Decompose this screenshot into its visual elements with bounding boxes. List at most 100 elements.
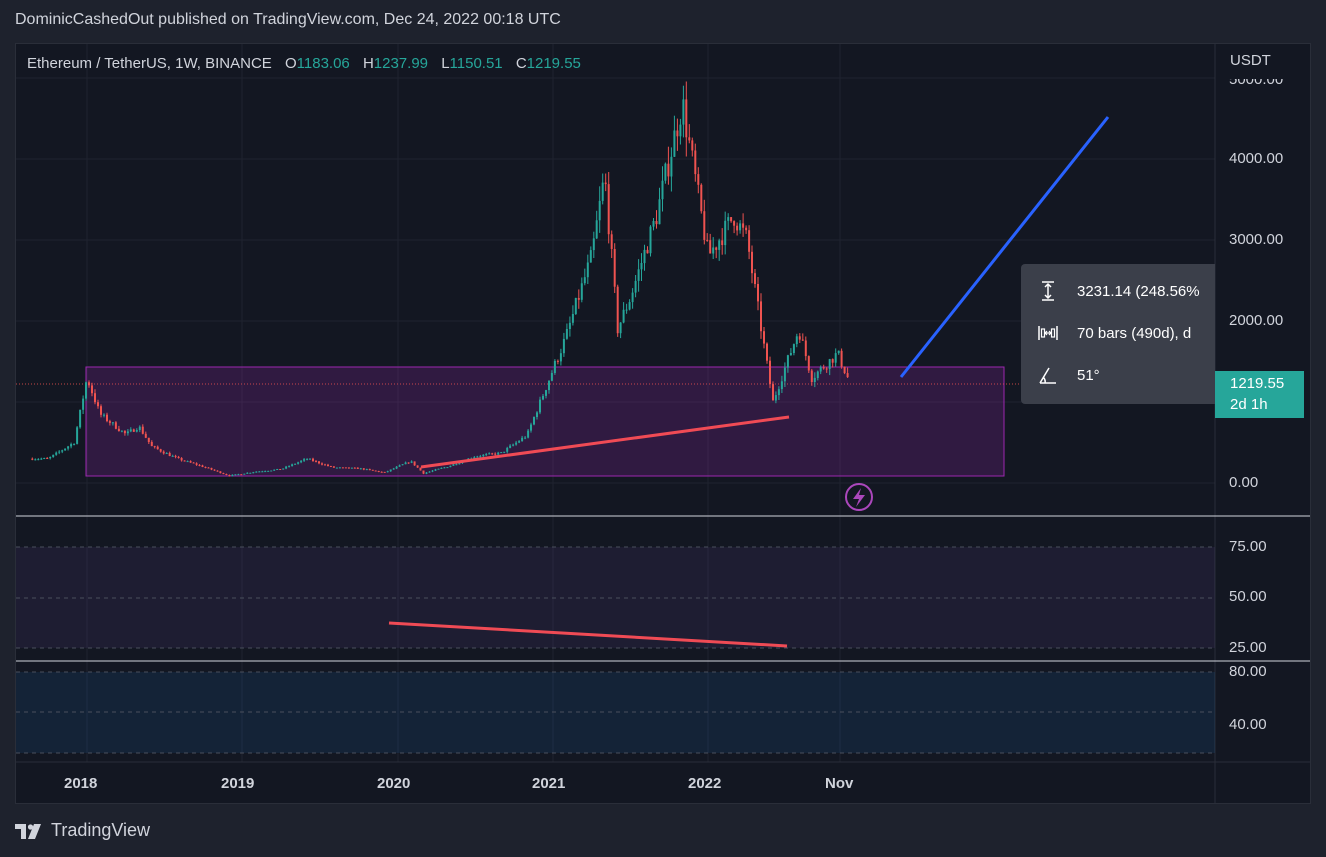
lightning-icon[interactable] — [845, 483, 873, 511]
high-value: 1237.99 — [373, 55, 429, 72]
candle-body — [428, 471, 431, 473]
candle-body — [276, 469, 279, 470]
candle-body — [37, 459, 40, 461]
candle-body — [766, 343, 768, 361]
grid-horizontal — [16, 77, 1215, 484]
candle-body — [682, 99, 685, 125]
candle-body — [303, 459, 306, 461]
candle-body — [846, 373, 849, 378]
candle-body — [356, 467, 359, 469]
candle-body — [619, 322, 622, 334]
candle-body — [237, 474, 240, 476]
candle-body — [318, 461, 320, 464]
candle-body — [219, 471, 222, 474]
low-value: 1150.51 — [449, 55, 503, 72]
candle-body — [458, 463, 461, 465]
candle-body — [192, 462, 195, 464]
measure-angle: 51° — [1077, 366, 1100, 384]
candle-body — [108, 421, 111, 423]
candle-body — [267, 470, 270, 472]
candle-body — [772, 384, 774, 401]
time-tick: 2020 — [377, 775, 411, 792]
candle-body — [76, 427, 79, 444]
candle-body — [410, 461, 413, 463]
candle-body — [676, 130, 679, 137]
candle-body — [401, 464, 404, 466]
candle-body — [279, 469, 282, 470]
candle-body — [494, 453, 497, 455]
candle-body — [309, 458, 311, 460]
price-tick: 0.00 — [1229, 474, 1259, 491]
candle-body — [150, 442, 153, 447]
candle-body — [440, 467, 443, 469]
candle-body — [616, 286, 619, 334]
candle-body — [562, 338, 565, 354]
price-tick: 2000.00 — [1229, 312, 1284, 329]
time-tick: 2022 — [688, 775, 722, 792]
candle-body — [31, 458, 34, 460]
tradingview-logo[interactable]: TradingView — [15, 820, 150, 841]
candle-body — [446, 467, 449, 469]
indicator1-band — [16, 547, 1215, 648]
price-tick: 5000.00 — [1229, 71, 1284, 88]
candle-body — [509, 445, 512, 448]
candle-body — [231, 474, 234, 477]
candle-body — [553, 360, 556, 373]
symbol-legend[interactable]: Ethereum / TetherUS, 1W, BINANCE O1183.0… — [27, 55, 581, 72]
candle-body — [377, 471, 380, 472]
candle-body — [353, 467, 356, 469]
indicator2-band — [16, 672, 1215, 753]
candle-body — [126, 431, 129, 434]
candle-body — [129, 429, 132, 432]
candle-body — [539, 399, 541, 413]
last-price-tag: 1219.55 2d 1h — [1215, 371, 1304, 418]
candle-body — [40, 458, 43, 460]
candle-body — [694, 150, 697, 175]
candle-body — [82, 398, 85, 410]
candle-body — [255, 471, 258, 473]
candle-body — [156, 446, 159, 450]
candle-body — [724, 220, 727, 246]
measure-tooltip[interactable]: 3231.14 (248.56% 70 bars (490d), d 51° — [1021, 264, 1215, 404]
candle-body — [315, 461, 317, 463]
time-tick: 2019 — [221, 775, 255, 792]
candle-body — [210, 467, 213, 470]
candle-body — [819, 367, 822, 372]
candle-body — [613, 249, 616, 287]
candle-body — [634, 280, 637, 293]
chart-frame[interactable] — [15, 43, 1311, 804]
candle-body — [733, 221, 736, 226]
candle-body — [180, 458, 183, 461]
range-rectangle — [85, 366, 1005, 477]
candle-body — [565, 329, 568, 339]
candle-body — [383, 471, 386, 473]
candle-body — [43, 458, 46, 459]
candle-body — [688, 137, 691, 141]
close-value: 1219.55 — [526, 55, 581, 72]
candle-body — [780, 381, 783, 390]
candle-body — [216, 470, 219, 472]
candle-body — [422, 470, 425, 474]
candles-group — [31, 81, 849, 477]
candle-body — [335, 467, 338, 469]
candle-body — [171, 455, 174, 457]
candle-body — [341, 467, 344, 469]
candle-body — [700, 184, 703, 212]
candle-body — [67, 446, 70, 449]
candle-body — [350, 467, 353, 469]
candle-body — [521, 437, 524, 442]
low-label: L — [441, 55, 450, 72]
candle-body — [742, 223, 745, 228]
candle-body — [327, 464, 329, 466]
candle-body — [213, 469, 216, 471]
candle-body — [344, 467, 347, 469]
candle-body — [482, 454, 485, 457]
candle-body — [598, 200, 601, 221]
candle-body — [607, 184, 610, 235]
candle-body — [506, 447, 509, 452]
candle-body — [536, 412, 538, 417]
candle-body — [807, 356, 810, 371]
candle-body — [452, 464, 455, 466]
projection-trendline — [899, 116, 1110, 378]
